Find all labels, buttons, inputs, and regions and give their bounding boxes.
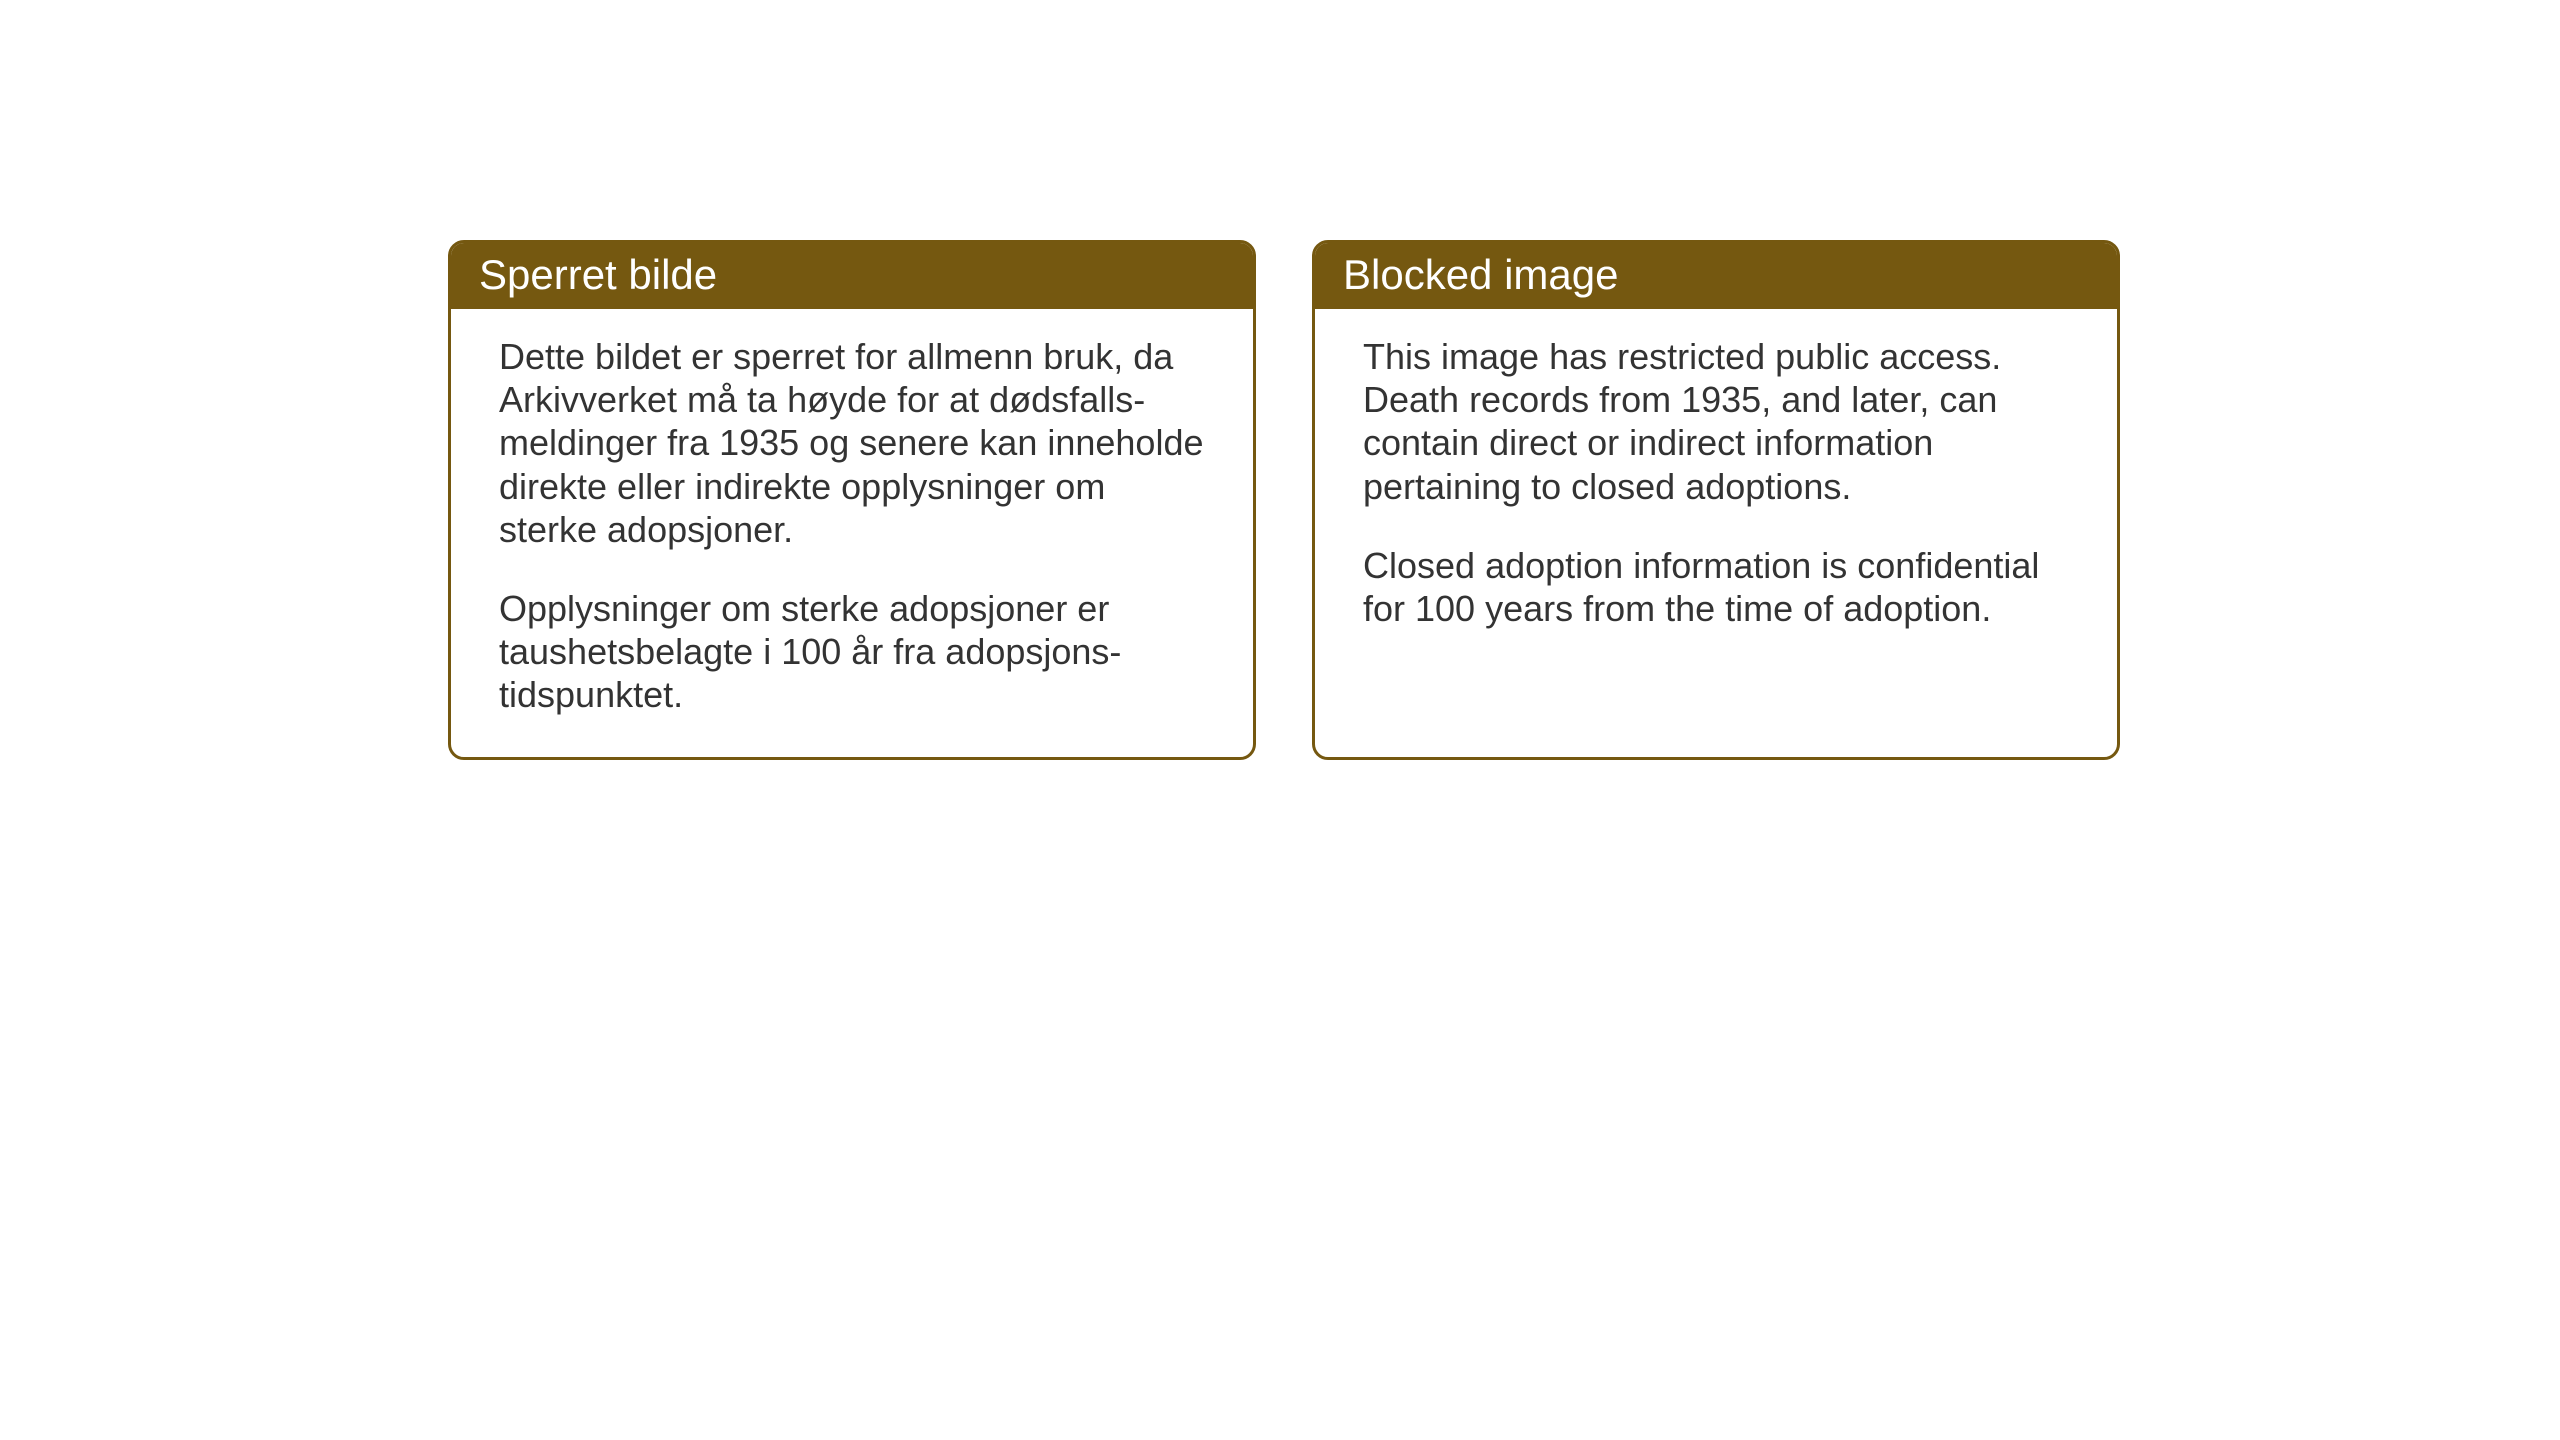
english-paragraph-2: Closed adoption information is confident… (1363, 544, 2069, 630)
cards-container: Sperret bilde Dette bildet er sperret fo… (0, 0, 2560, 760)
norwegian-paragraph-1: Dette bildet er sperret for allmenn bruk… (499, 335, 1205, 551)
english-card: Blocked image This image has restricted … (1312, 240, 2120, 760)
norwegian-card-title: Sperret bilde (479, 251, 1225, 299)
english-card-header: Blocked image (1315, 243, 2117, 309)
norwegian-card-body: Dette bildet er sperret for allmenn bruk… (451, 309, 1253, 757)
english-paragraph-1: This image has restricted public access.… (1363, 335, 2069, 508)
norwegian-card: Sperret bilde Dette bildet er sperret fo… (448, 240, 1256, 760)
norwegian-paragraph-2: Opplysninger om sterke adopsjoner er tau… (499, 587, 1205, 717)
norwegian-card-header: Sperret bilde (451, 243, 1253, 309)
english-card-title: Blocked image (1343, 251, 2089, 299)
english-card-body: This image has restricted public access.… (1315, 309, 2117, 749)
